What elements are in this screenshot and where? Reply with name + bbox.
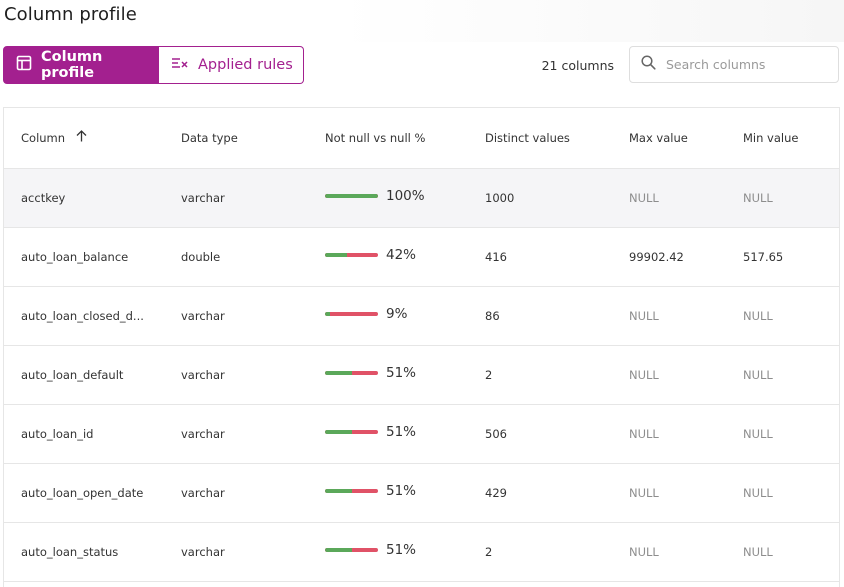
tab-applied-rules-label: Applied rules (198, 57, 293, 73)
table-body: acctkey varchar 100% 1000 NULL NULL auto_loan_… (4, 169, 839, 582)
cell-data-type: varchar (181, 309, 225, 323)
table-row[interactable]: auto_loan_open_date varchar 51% 429 NULL NULL (4, 464, 839, 523)
null-ratio-label: 51% (386, 365, 417, 381)
cell-max: NULL (629, 486, 659, 500)
table-row[interactable]: auto_loan_balance double 42% 416 99902.42 517… (4, 228, 839, 287)
page-title: Column profile (4, 4, 137, 25)
null-ratio-label: 51% (386, 424, 417, 440)
cell-data-type: varchar (181, 486, 225, 500)
header-column[interactable]: Column (21, 129, 87, 145)
cell-max: NULL (629, 309, 659, 323)
cell-data-type: varchar (181, 545, 225, 559)
cell-column-name: auto_loan_id (21, 427, 94, 441)
cell-max: NULL (629, 545, 659, 559)
not-null-fill (325, 548, 353, 552)
cell-data-type: varchar (181, 368, 225, 382)
table-row[interactable]: auto_loan_closed_d... varchar 9% 86 NULL NULL (4, 287, 839, 346)
cell-max: NULL (629, 191, 659, 205)
header-max: Max value (629, 131, 688, 145)
table-icon (16, 55, 32, 75)
null-ratio-label: 9% (386, 306, 408, 322)
cell-null-ratio: 51% (325, 542, 416, 558)
not-null-fill (325, 253, 348, 257)
cell-data-type: varchar (181, 427, 225, 441)
column-table: Column Data type Not null vs null % Dist… (3, 107, 840, 587)
cell-column-name: auto_loan_status (21, 545, 119, 559)
arrow-up-icon[interactable] (76, 129, 87, 145)
column-count: 21 columns (541, 58, 614, 73)
cell-null-ratio: 51% (325, 365, 416, 381)
tab-column-profile-label: Column profile (41, 49, 103, 81)
tab-column-profile[interactable]: Column profile (3, 46, 159, 84)
header-not-null: Not null vs null % (325, 131, 426, 145)
search-icon (641, 55, 656, 74)
view-toggle: Column profile Applied rules (3, 46, 304, 84)
cell-min: 517.65 (743, 250, 784, 264)
cell-min: NULL (743, 191, 773, 205)
cell-null-ratio: 51% (325, 424, 416, 440)
cell-null-ratio: 51% (325, 483, 416, 499)
null-ratio-bar (325, 489, 378, 493)
not-null-fill (325, 194, 378, 198)
null-ratio-bar (325, 430, 378, 434)
cell-min: NULL (743, 309, 773, 323)
cell-distinct: 506 (485, 427, 507, 441)
cell-column-name: auto_loan_balance (21, 250, 129, 264)
table-row[interactable]: auto_loan_id varchar 51% 506 NULL NULL (4, 405, 839, 464)
tab-applied-rules[interactable]: Applied rules (159, 46, 304, 84)
not-null-fill (325, 430, 353, 434)
cell-column-name: auto_loan_open_date (21, 486, 144, 500)
cell-distinct: 429 (485, 486, 507, 500)
cell-min: NULL (743, 368, 773, 382)
rules-icon (171, 56, 189, 74)
not-null-fill (325, 312, 330, 316)
cell-data-type: double (181, 250, 221, 264)
table-row[interactable]: acctkey varchar 100% 1000 NULL NULL (4, 169, 839, 228)
null-ratio-bar (325, 253, 378, 257)
cell-distinct: 416 (485, 250, 507, 264)
cell-column-name: acctkey (21, 191, 66, 205)
null-ratio-bar (325, 312, 378, 316)
cell-data-type: varchar (181, 191, 225, 205)
cell-min: NULL (743, 486, 773, 500)
header-distinct: Distinct values (485, 131, 570, 145)
cell-min: NULL (743, 427, 773, 441)
null-ratio-bar (325, 194, 378, 198)
cell-null-ratio: 42% (325, 247, 416, 263)
cell-distinct: 1000 (485, 191, 515, 205)
null-ratio-label: 42% (386, 247, 417, 263)
cell-max: 99902.42 (629, 250, 684, 264)
search-input[interactable] (666, 57, 816, 72)
not-null-fill (325, 489, 353, 493)
null-ratio-bar (325, 548, 378, 552)
cell-min: NULL (743, 545, 773, 559)
cell-null-ratio: 9% (325, 306, 407, 322)
cell-distinct: 2 (485, 545, 493, 559)
cell-max: NULL (629, 368, 659, 382)
cell-distinct: 2 (485, 368, 493, 382)
cell-column-name: auto_loan_default (21, 368, 124, 382)
cell-null-ratio: 100% (325, 188, 425, 204)
header-column-label: Column (21, 131, 66, 145)
null-ratio-bar (325, 371, 378, 375)
not-null-fill (325, 371, 353, 375)
header-data-type: Data type (181, 131, 238, 145)
null-ratio-label: 100% (386, 188, 425, 204)
cell-distinct: 86 (485, 309, 500, 323)
null-ratio-label: 51% (386, 542, 417, 558)
table-row[interactable]: auto_loan_default varchar 51% 2 NULL NULL (4, 346, 839, 405)
search-box[interactable] (629, 46, 839, 83)
cell-column-name: auto_loan_closed_d... (21, 309, 144, 323)
title-bar (0, 0, 844, 42)
null-ratio-label: 51% (386, 483, 417, 499)
table-header: Column Data type Not null vs null % Dist… (4, 108, 839, 169)
header-min: Min value (743, 131, 799, 145)
cell-max: NULL (629, 427, 659, 441)
table-row[interactable]: auto_loan_status varchar 51% 2 NULL NULL (4, 523, 839, 582)
